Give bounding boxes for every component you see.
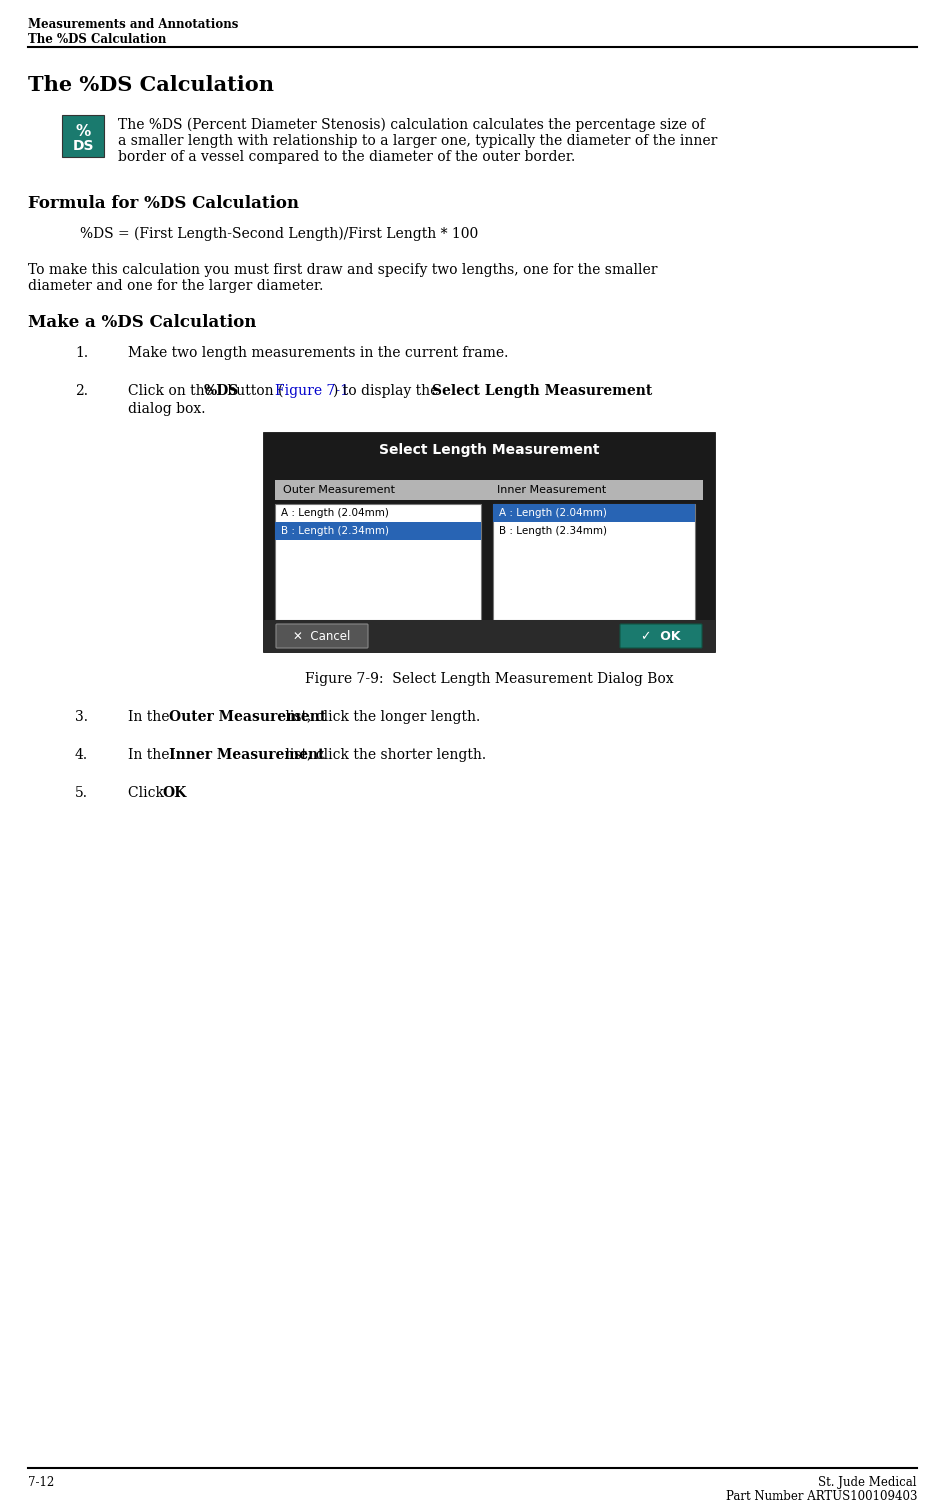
FancyBboxPatch shape: [276, 624, 367, 648]
Text: Outer Measurement: Outer Measurement: [168, 710, 326, 724]
Text: Inner Measurement: Inner Measurement: [497, 486, 606, 495]
Text: B : Length (2.34mm): B : Length (2.34mm): [498, 526, 606, 535]
Text: OK: OK: [162, 786, 187, 801]
Text: Select Length Measurement: Select Length Measurement: [379, 443, 598, 457]
Text: ✕  Cancel: ✕ Cancel: [293, 629, 350, 642]
Bar: [275, 480, 702, 501]
Text: Click: Click: [127, 786, 168, 801]
Text: ✓  OK: ✓ OK: [641, 629, 680, 642]
Bar: [493, 504, 694, 522]
Text: A : Length (2.04mm): A : Length (2.04mm): [280, 508, 389, 519]
Text: B : Length (2.34mm): B : Length (2.34mm): [280, 526, 389, 535]
Text: ) to display the: ) to display the: [333, 385, 443, 398]
Text: Inner Measurement: Inner Measurement: [168, 748, 324, 762]
Text: DS: DS: [72, 139, 93, 152]
Text: In the: In the: [127, 710, 174, 724]
Text: A : Length (2.04mm): A : Length (2.04mm): [498, 508, 606, 519]
Text: Figure 7-1: Figure 7-1: [275, 385, 349, 398]
Bar: [275, 522, 480, 540]
Text: border of a vessel compared to the diameter of the outer border.: border of a vessel compared to the diame…: [118, 149, 575, 164]
Text: %DS = (First Length-Second Length)/First Length * 100: %DS = (First Length-Second Length)/First…: [80, 228, 478, 241]
Bar: [62, 115, 104, 157]
Bar: [262, 431, 715, 651]
Bar: [493, 504, 694, 620]
Bar: [275, 504, 480, 620]
Text: Click on the: Click on the: [127, 385, 217, 398]
Text: The %DS Calculation: The %DS Calculation: [28, 75, 274, 95]
Text: The %DS Calculation: The %DS Calculation: [28, 33, 166, 47]
Text: .: .: [176, 786, 180, 801]
Text: list, click the longer length.: list, click the longer length.: [280, 710, 480, 724]
Text: list, click the shorter length.: list, click the shorter length.: [280, 748, 485, 762]
Text: Make a %DS Calculation: Make a %DS Calculation: [28, 314, 256, 330]
Text: 7-12: 7-12: [28, 1476, 54, 1488]
Text: 3.: 3.: [75, 710, 88, 724]
Text: 2.: 2.: [75, 385, 88, 398]
Text: In the: In the: [127, 748, 174, 762]
FancyBboxPatch shape: [619, 624, 701, 648]
Text: Part Number ARTUS100109403: Part Number ARTUS100109403: [725, 1490, 916, 1503]
Text: The %DS (Percent Diameter Stenosis) calculation calculates the percentage size o: The %DS (Percent Diameter Stenosis) calc…: [118, 118, 704, 133]
Text: Make two length measurements in the current frame.: Make two length measurements in the curr…: [127, 345, 508, 360]
Text: Select Length Measurement: Select Length Measurement: [431, 385, 651, 398]
Text: 4.: 4.: [75, 748, 88, 762]
Text: To make this calculation you must first draw and specify two lengths, one for th: To make this calculation you must first …: [28, 262, 657, 277]
Text: 1.: 1.: [75, 345, 88, 360]
Text: Measurements and Annotations: Measurements and Annotations: [28, 18, 238, 32]
Text: Formula for %DS Calculation: Formula for %DS Calculation: [28, 195, 298, 213]
Text: 5.: 5.: [75, 786, 88, 801]
Text: dialog box.: dialog box.: [127, 403, 205, 416]
Text: button (: button (: [223, 385, 283, 398]
Text: Figure 7-9:  Select Length Measurement Dialog Box: Figure 7-9: Select Length Measurement Di…: [304, 673, 672, 686]
Text: St. Jude Medical: St. Jude Medical: [818, 1476, 916, 1488]
Text: a smaller length with relationship to a larger one, typically the diameter of th: a smaller length with relationship to a …: [118, 134, 716, 148]
Bar: [262, 620, 715, 651]
Text: %DS: %DS: [203, 385, 239, 398]
Text: diameter and one for the larger diameter.: diameter and one for the larger diameter…: [28, 279, 323, 293]
Text: Outer Measurement: Outer Measurement: [282, 486, 395, 495]
Text: %: %: [76, 124, 91, 139]
